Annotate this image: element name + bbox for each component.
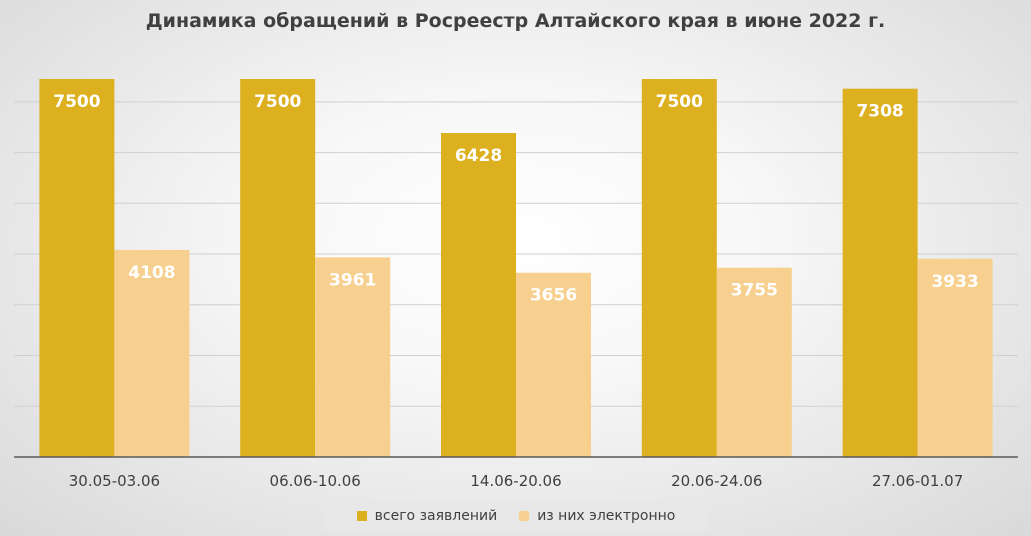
bar-electronic xyxy=(114,249,190,457)
data-label: 3755 xyxy=(731,281,778,301)
legend-item-total: всего заявлений xyxy=(356,508,498,524)
data-label: 3961 xyxy=(329,270,376,290)
bar-electronic xyxy=(716,267,792,457)
data-label: 3933 xyxy=(931,272,978,292)
legend-item-electronic: из них электронно xyxy=(519,508,675,524)
data-label: 7500 xyxy=(254,92,301,112)
legend: всего заявлений из них электронно xyxy=(326,501,706,531)
data-label: 3656 xyxy=(530,286,577,306)
bar-electronic xyxy=(315,257,391,457)
data-label: 7500 xyxy=(656,92,703,112)
bar-total xyxy=(240,79,316,457)
data-label: 4108 xyxy=(128,263,175,283)
x-tick-label: 27.06-01.07 xyxy=(872,472,963,490)
data-label: 6428 xyxy=(455,146,502,166)
data-label: 7308 xyxy=(856,102,903,122)
data-label: 7500 xyxy=(53,92,100,112)
bar-total xyxy=(441,133,516,457)
x-tick-label: 20.06-24.06 xyxy=(671,472,762,490)
legend-label-electronic: из них электронно xyxy=(537,508,676,524)
x-tick-label: 14.06-20.06 xyxy=(470,472,561,490)
x-tick-label: 06.06-10.06 xyxy=(270,472,361,490)
chart-title: Динамика обращений в Росреестр Алтайског… xyxy=(145,10,886,32)
bar-total xyxy=(842,88,918,457)
legend-swatch-electronic xyxy=(519,511,530,521)
legend-swatch-total xyxy=(356,511,367,521)
bar-electronic xyxy=(917,258,993,457)
x-tick-label: 30.05-03.06 xyxy=(69,472,160,490)
legend-label-total: всего заявлений xyxy=(374,508,498,524)
bar-electronic xyxy=(516,272,591,457)
bar-total xyxy=(39,79,115,457)
bar-total xyxy=(641,79,717,457)
